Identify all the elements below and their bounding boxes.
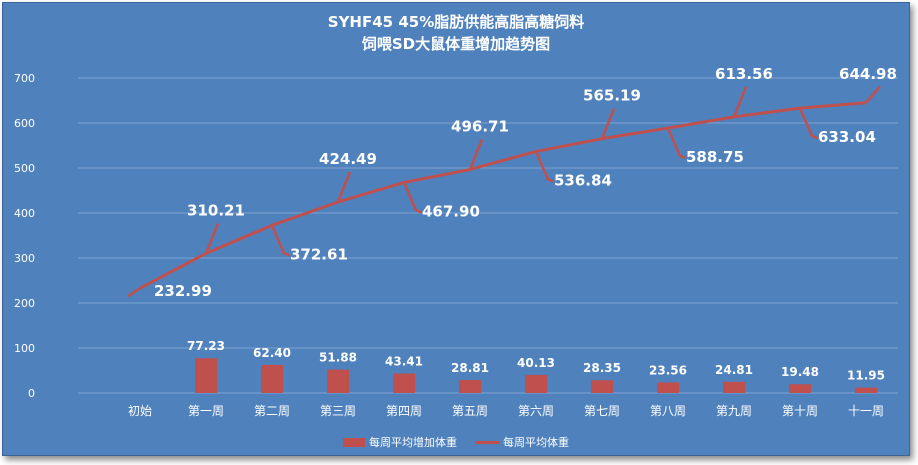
bar-data-label: 28.35	[583, 361, 621, 375]
y-tick-label: 700	[14, 72, 35, 85]
line-data-label: 232.99	[154, 282, 212, 300]
y-tick-label: 500	[14, 162, 35, 175]
x-tick-label: 第八周	[650, 404, 686, 418]
x-tick-label: 第四周	[386, 404, 422, 418]
y-tick-label: 200	[14, 297, 35, 310]
legend-label-bar: 每周平均增加体重	[369, 436, 457, 449]
bar-data-label: 19.48	[781, 365, 819, 379]
line-data-label: 496.71	[451, 117, 509, 135]
x-tick-label: 第九周	[716, 404, 752, 418]
leader-line	[666, 127, 682, 157]
leader-line-tail	[679, 154, 687, 160]
y-tick-label: 600	[14, 117, 35, 130]
leader-line	[732, 86, 748, 118]
bar	[789, 384, 811, 393]
leader-line-tail	[283, 252, 291, 257]
leader-line-tail	[811, 134, 819, 140]
x-tick-label: 第一周	[188, 404, 224, 418]
line-data-label: 613.56	[715, 65, 773, 83]
bar	[195, 358, 217, 393]
legend-item-bar: 每周平均增加体重	[343, 434, 457, 450]
bar-data-label: 23.56	[649, 363, 687, 377]
leader-line	[468, 139, 484, 170]
bar-data-label: 62.40	[253, 346, 291, 360]
bar	[657, 382, 679, 393]
line-data-label: 565.19	[583, 87, 641, 105]
leader-line	[270, 224, 286, 254]
line-data-label: 467.90	[422, 202, 480, 220]
line-data-label: 424.49	[319, 150, 377, 168]
leader-line	[798, 107, 814, 137]
leader-line-tail	[415, 209, 423, 214]
x-tick-label: 第六周	[518, 404, 554, 418]
legend: 每周平均增加体重 每周平均体重	[343, 434, 569, 450]
x-tick-label: 第十周	[782, 404, 818, 418]
leader-line	[534, 150, 550, 180]
bar-data-label: 40.13	[517, 356, 555, 370]
bar-data-label: 51.88	[319, 351, 357, 365]
bar	[591, 380, 613, 393]
leader-line	[204, 222, 220, 254]
line-data-label: 633.04	[818, 128, 876, 146]
legend-swatch-line	[475, 440, 499, 444]
line-data-label: 372.61	[290, 245, 348, 263]
bar	[525, 374, 547, 393]
leader-line	[402, 181, 418, 211]
x-tick-label: 第七周	[584, 404, 620, 418]
plot-area: 0 100 200 300 400 500 600 700 初始 第一周 第二周 第三周 第四周 第五周 第…	[14, 65, 898, 418]
x-tick-label: 初始	[128, 404, 152, 418]
x-tick-label: 第五周	[452, 404, 488, 418]
line-data-label: 588.75	[686, 148, 744, 166]
x-tick-label: 十一周	[848, 404, 884, 418]
leader-line	[600, 108, 616, 140]
bar	[327, 369, 349, 393]
bar	[261, 364, 283, 393]
bar	[459, 380, 481, 393]
legend-label-line: 每周平均体重	[503, 436, 569, 449]
y-tick-label: 100	[14, 342, 35, 355]
legend-item-line: 每周平均体重	[475, 434, 569, 450]
leader-line-tail	[547, 178, 555, 183]
bar-data-label: 77.23	[187, 339, 225, 353]
bar	[393, 373, 415, 393]
leader-line	[865, 85, 881, 104]
leader-line	[336, 171, 352, 203]
line-data-label: 536.84	[554, 171, 612, 189]
chart-subtitle: 饲喂SD大鼠体重增加趋势图	[361, 35, 551, 53]
chart-frame: SYHF45 45%脂肪供能高脂高糖饲料 饲喂SD大鼠体重增加趋势图 0 100 2…	[2, 2, 910, 456]
y-tick-label: 300	[14, 252, 35, 265]
x-tick-label: 第三周	[320, 404, 356, 418]
bar-data-label: 28.81	[451, 361, 489, 375]
bar-data-label: 43.41	[385, 354, 423, 368]
bar-data-label: 24.81	[715, 363, 753, 377]
y-tick-label: 0	[28, 387, 35, 400]
x-tick-label: 第二周	[254, 404, 290, 418]
series-line	[139, 101, 867, 290]
bar	[723, 381, 745, 393]
line-data-label: 310.21	[187, 201, 245, 219]
line-data-label: 644.98	[839, 65, 897, 83]
legend-swatch-bar	[343, 437, 365, 447]
y-tick-label: 400	[14, 207, 35, 220]
bar-data-label: 11.95	[847, 369, 885, 383]
leader-line	[127, 287, 141, 298]
chart-title: SYHF45 45%脂肪供能高脂高糖饲料	[327, 13, 585, 31]
bar	[855, 387, 877, 393]
